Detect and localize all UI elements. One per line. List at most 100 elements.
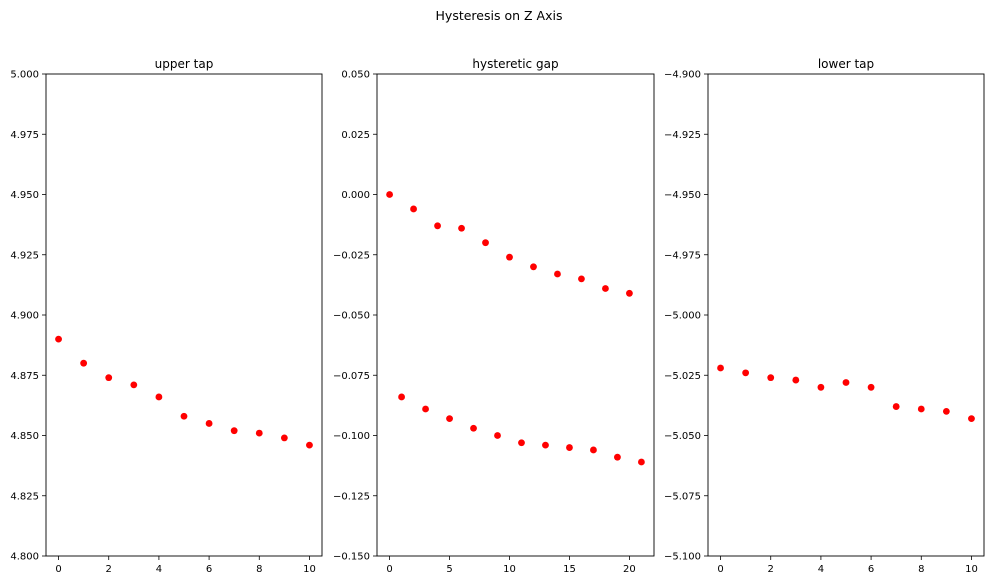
y-tick-label: −4.950 [664, 190, 701, 201]
y-tick-label: 0.050 [341, 70, 370, 81]
data-point [626, 289, 633, 297]
x-tick-label: 10 [303, 564, 316, 575]
x-tick-label: 0 [55, 564, 61, 575]
data-point [155, 393, 163, 401]
data-point [130, 381, 138, 389]
data-point [180, 412, 188, 420]
data-point [518, 439, 525, 447]
data-point [55, 335, 62, 343]
y-tick-label: 4.800 [10, 552, 39, 563]
data-point [410, 205, 417, 213]
y-tick-label: −5.000 [664, 311, 701, 322]
subplot-3: lower tap 0 2 4 6 8 10 −5.100 −5.075 −5.050 −5.025… [664, 57, 985, 575]
y-tick-label: −4.925 [664, 130, 701, 141]
y-tick-label: 4.850 [10, 431, 39, 442]
data-point [554, 270, 561, 278]
y-tick-label: −0.150 [333, 552, 370, 563]
data-point [506, 253, 513, 261]
data-point [398, 393, 405, 401]
y-tick-label: −5.100 [664, 552, 701, 563]
x-tick-label: 0 [386, 564, 392, 575]
data-point [105, 374, 113, 382]
y-tick-label: −0.125 [333, 491, 370, 502]
data-point [386, 191, 393, 198]
data-point [578, 275, 585, 283]
subplot-1: upper tap 0 2 4 6 8 10 4.800 4.825 4.850 4.875 4.90… [10, 57, 323, 575]
axes-frame [707, 73, 985, 557]
y-tick-label: −5.025 [664, 371, 701, 382]
axes-frame [376, 73, 655, 557]
axes-frame [45, 73, 323, 557]
subplot-title: upper tap [155, 57, 214, 71]
y-tick-label: 5.000 [10, 70, 39, 81]
data-point [230, 427, 238, 435]
data-point [566, 444, 573, 451]
data-point [867, 383, 875, 391]
data-point [942, 408, 950, 415]
data-point [767, 374, 775, 382]
data-point [817, 383, 825, 391]
x-tick-label: 15 [563, 564, 576, 575]
y-tick-label: 0.000 [341, 190, 370, 201]
data-point [842, 379, 850, 386]
data-point [590, 446, 597, 454]
x-tick-label: 4 [156, 564, 162, 575]
data-point [614, 453, 621, 461]
figure-title: Hysteresis on Z Axis [436, 8, 563, 23]
subplots: upper tap 0 2 4 6 8 10 4.800 4.825 4.850 4.875 4.90… [10, 57, 985, 575]
data-point [255, 429, 263, 437]
subplot-title: lower tap [818, 57, 874, 71]
data-point [792, 376, 800, 384]
data-point [602, 285, 609, 292]
x-tick-label: 6 [868, 564, 874, 575]
data-point [968, 415, 975, 423]
y-tick-label: 4.950 [10, 190, 39, 201]
data-point [494, 432, 501, 439]
y-tick-label: −4.975 [664, 250, 701, 261]
data-point [458, 224, 465, 232]
x-tick-label: 5 [446, 564, 452, 575]
y-tick-label: −0.050 [333, 311, 370, 322]
x-tick-label: 10 [503, 564, 516, 575]
x-tick-label: 10 [965, 564, 978, 575]
data-point [742, 369, 750, 377]
x-tick-label: 0 [717, 564, 723, 575]
data-point [917, 405, 925, 413]
x-tick-label: 8 [918, 564, 924, 575]
y-tick-label: −4.900 [664, 70, 701, 81]
data-point [638, 458, 645, 466]
x-tick-label: 2 [106, 564, 112, 575]
x-tick-label: 20 [623, 564, 636, 575]
y-tick-label: 4.900 [10, 311, 39, 322]
data-point [280, 434, 288, 442]
x-tick-label: 8 [256, 564, 262, 575]
data-point [422, 405, 429, 413]
data-point [446, 415, 453, 423]
data-point [542, 441, 549, 449]
x-tick-label: 4 [818, 564, 824, 575]
data-point [892, 403, 900, 410]
y-tick-label: −0.025 [333, 250, 370, 261]
y-tick-label: −0.100 [333, 431, 370, 442]
y-tick-label: 4.975 [10, 130, 39, 141]
data-point [482, 239, 489, 247]
subplot-title: hysteretic gap [472, 57, 558, 71]
data-point [470, 424, 477, 432]
data-point [205, 420, 213, 427]
y-tick-label: 4.875 [10, 371, 39, 382]
data-point [434, 222, 441, 230]
data-point [530, 263, 537, 271]
y-tick-label: −0.075 [333, 371, 370, 382]
data-point [717, 364, 724, 372]
y-tick-label: 4.825 [10, 491, 39, 502]
x-tick-label: 6 [206, 564, 212, 575]
y-tick-label: 4.925 [10, 250, 39, 261]
y-tick-label: 0.025 [341, 130, 370, 141]
data-point [306, 441, 313, 449]
y-tick-label: −5.050 [664, 431, 701, 442]
subplot-2: hysteretic gap 0 5 10 15 20 −0.150 −0.125 −0.100… [333, 57, 655, 575]
data-point [80, 359, 88, 367]
x-tick-label: 2 [768, 564, 774, 575]
